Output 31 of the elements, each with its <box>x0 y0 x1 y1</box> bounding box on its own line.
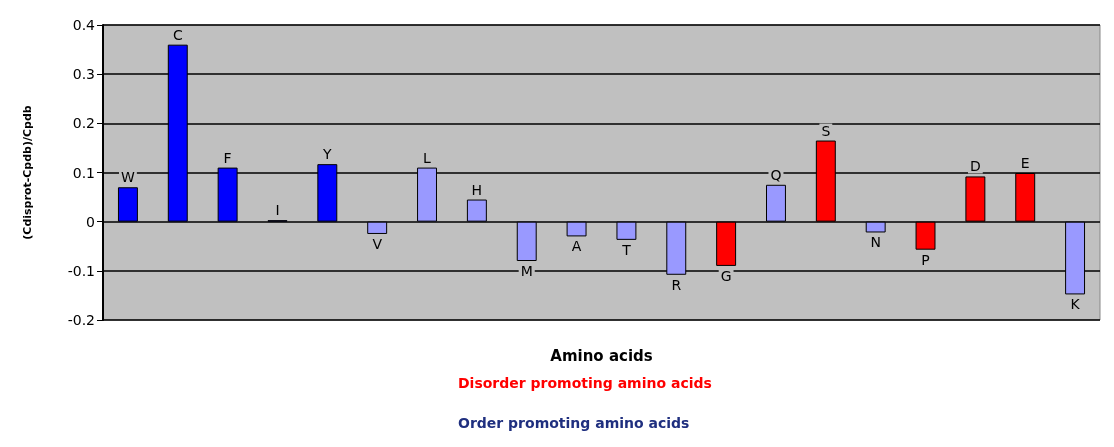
text: Disorder promoting amino acids <box>458 375 712 391</box>
x-tick-label: E <box>1020 154 1030 171</box>
x-tick-label: I <box>275 202 280 219</box>
x-tick-label: F <box>223 149 232 166</box>
x-tick-label: M <box>520 263 533 279</box>
x-tick-label: H <box>471 181 483 198</box>
x-tick-label: N <box>870 234 881 251</box>
y-axis-title: (Cdisprot-Cpdb)/Cpdb <box>21 105 34 240</box>
y-tick-label: 0.2 <box>72 115 95 132</box>
y-tick-label: 0.3 <box>72 66 95 83</box>
x-tick-label: R <box>671 276 682 293</box>
y-tick-label: 0 <box>86 213 95 230</box>
y-tick-label: -0.1 <box>67 262 95 279</box>
x-tick-label: V <box>372 235 383 252</box>
x-tick-label: W <box>121 169 135 186</box>
x-tick-label: Q <box>770 166 782 183</box>
x-tick-label: D <box>969 158 981 175</box>
y-tick-label: 0.1 <box>72 164 95 181</box>
x-tick-label: K <box>1070 296 1081 313</box>
x-tick-label: Y <box>322 146 333 163</box>
x-tick-label: L <box>423 149 432 166</box>
y-tick-label: -0.2 <box>67 312 95 328</box>
x-tick-label: C <box>172 26 183 43</box>
x-tick-label: S <box>821 122 831 139</box>
x-tick-label: A <box>571 238 582 255</box>
x-tick-label: T <box>621 241 632 258</box>
x-tick-label: G <box>720 267 732 284</box>
y-tick-label: 0.4 <box>72 17 96 33</box>
x-axis-title: Amino acids <box>550 346 653 365</box>
text: Order promoting amino acids <box>458 415 690 431</box>
x-tick-label: P <box>921 251 930 268</box>
